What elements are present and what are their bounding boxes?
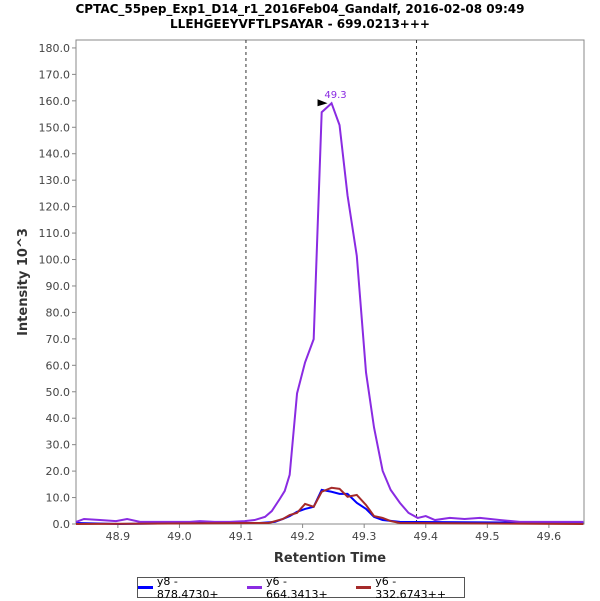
legend-label: y6 - 664.3413+ bbox=[266, 574, 328, 601]
plot-area bbox=[75, 39, 585, 525]
y-tick-label: 110.0 bbox=[39, 227, 71, 240]
peak-marker-icon bbox=[317, 99, 328, 107]
y-tick-label: 170.0 bbox=[39, 68, 71, 81]
x-tick-label: 48.9 bbox=[106, 530, 131, 543]
y-tick-label: 70.0 bbox=[46, 333, 71, 346]
legend: y8 - 878.4730+ y6 - 664.3413+ y6 - 332.674… bbox=[137, 575, 465, 601]
y-tick-label: 90.0 bbox=[46, 280, 71, 293]
peak-label: 49.3 bbox=[324, 90, 346, 101]
legend-swatch bbox=[247, 586, 263, 589]
chart-subtitle: LLEHGEEYVFTLPSAYAR - 699.0213+++ bbox=[170, 17, 430, 31]
y-tick-label: 0.0 bbox=[53, 518, 71, 531]
y-tick-label: 80.0 bbox=[46, 306, 71, 319]
series-line bbox=[75, 101, 584, 523]
legend-label: y6 - 332.6743++ bbox=[375, 574, 447, 601]
y-tick-label: 130.0 bbox=[39, 174, 71, 187]
y-tick-label: 140.0 bbox=[39, 148, 71, 161]
y-tick-label: 120.0 bbox=[39, 201, 71, 214]
y-tick-label: 30.0 bbox=[46, 439, 71, 452]
x-tick-label: 49.2 bbox=[290, 530, 315, 543]
x-tick-label: 49.5 bbox=[475, 530, 500, 543]
y-tick-label: 180.0 bbox=[39, 42, 71, 55]
x-axis-label: Retention Time bbox=[274, 551, 386, 566]
legend-item: y6 - 332.6743++ bbox=[356, 575, 464, 601]
legend-label: y8 - 878.4730+ bbox=[156, 574, 219, 601]
y-tick-label: 60.0 bbox=[46, 359, 71, 372]
y-tick-label: 100.0 bbox=[39, 254, 71, 267]
x-tick-label: 49.4 bbox=[414, 530, 439, 543]
legend-item: y6 - 664.3413+ bbox=[247, 575, 346, 601]
y-tick-label: 40.0 bbox=[46, 412, 71, 425]
legend-item: y8 - 878.4730+ bbox=[138, 575, 237, 601]
x-tick-label: 49.6 bbox=[537, 530, 562, 543]
x-tick-label: 49.1 bbox=[229, 530, 254, 543]
series-line bbox=[75, 486, 584, 525]
y-tick-label: 20.0 bbox=[46, 465, 71, 478]
legend-swatch bbox=[356, 586, 372, 589]
y-tick-label: 10.0 bbox=[46, 492, 71, 505]
y-tick-label: 150.0 bbox=[39, 121, 71, 134]
x-tick-label: 49.3 bbox=[352, 530, 377, 543]
y-tick-label: 160.0 bbox=[39, 95, 71, 108]
x-tick-label: 49.0 bbox=[167, 530, 192, 543]
y-axis-label: Intensity 10^3 bbox=[16, 228, 31, 336]
chart-title: CPTAC_55pep_Exp1_D14_r1_2016Feb04_Gandal… bbox=[75, 2, 525, 16]
y-tick-label: 50.0 bbox=[46, 386, 71, 399]
legend-swatch bbox=[138, 586, 153, 589]
